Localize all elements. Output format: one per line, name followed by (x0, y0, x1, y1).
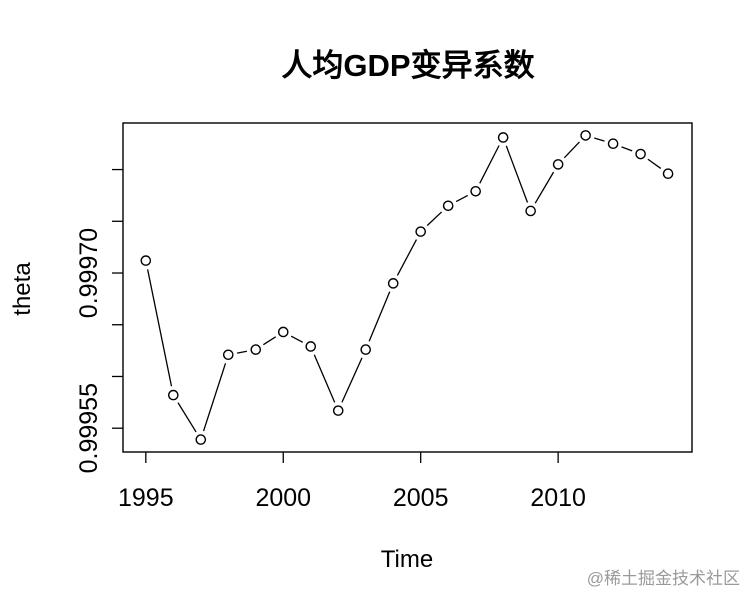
data-point (250, 344, 262, 355)
series-segment (594, 137, 605, 142)
series-segment (479, 145, 500, 184)
series-segment (505, 145, 529, 203)
x-axis-label: Time (381, 546, 433, 573)
series-segment (621, 146, 633, 152)
axes: 1995 2000 2005 2010 0.99955 0.99970 (75, 168, 586, 512)
x-tick-label: 2005 (393, 484, 449, 512)
series-segment (368, 291, 391, 342)
y-tick-label: 0.99970 (75, 228, 103, 318)
data-point (277, 326, 289, 338)
y-axis-label: theta (9, 262, 36, 316)
data-point (580, 130, 591, 141)
series-segment (202, 363, 227, 432)
series (140, 130, 674, 445)
chart-title: 人均GDP变异系数 (281, 48, 534, 83)
series-segment (341, 357, 363, 403)
plot-box (122, 122, 693, 453)
data-point (332, 405, 344, 416)
data-point (140, 255, 152, 266)
series-segment (177, 402, 197, 433)
y-tick-label: 0.99955 (75, 383, 103, 473)
series-segment (396, 239, 418, 276)
series-segment (534, 171, 555, 204)
data-point (442, 200, 454, 212)
series-segment (313, 354, 336, 403)
data-point (552, 159, 564, 170)
series-segment (262, 336, 277, 346)
data-point (195, 434, 207, 445)
data-point (470, 185, 481, 197)
data-point (360, 344, 372, 355)
series-segment (647, 158, 662, 169)
x-tick-label: 1995 (118, 484, 174, 512)
data-point (415, 226, 426, 237)
x-tick-label: 2000 (255, 484, 311, 512)
x-tick-label: 2010 (530, 484, 586, 512)
data-point (222, 349, 234, 361)
data-point (387, 278, 399, 289)
data-point (635, 148, 646, 160)
series-segment (237, 350, 248, 354)
data-point (607, 138, 619, 149)
series-segment (426, 211, 443, 226)
series-segment (455, 194, 469, 203)
data-point (497, 132, 509, 143)
data-point (525, 205, 536, 217)
data-point (168, 389, 179, 401)
data-point (305, 341, 317, 352)
data-point (662, 168, 674, 179)
series-segment (146, 269, 173, 387)
series-segment (563, 141, 580, 159)
watermark: @稀土掘金技术社区 (587, 569, 740, 588)
series-segment (290, 335, 304, 343)
